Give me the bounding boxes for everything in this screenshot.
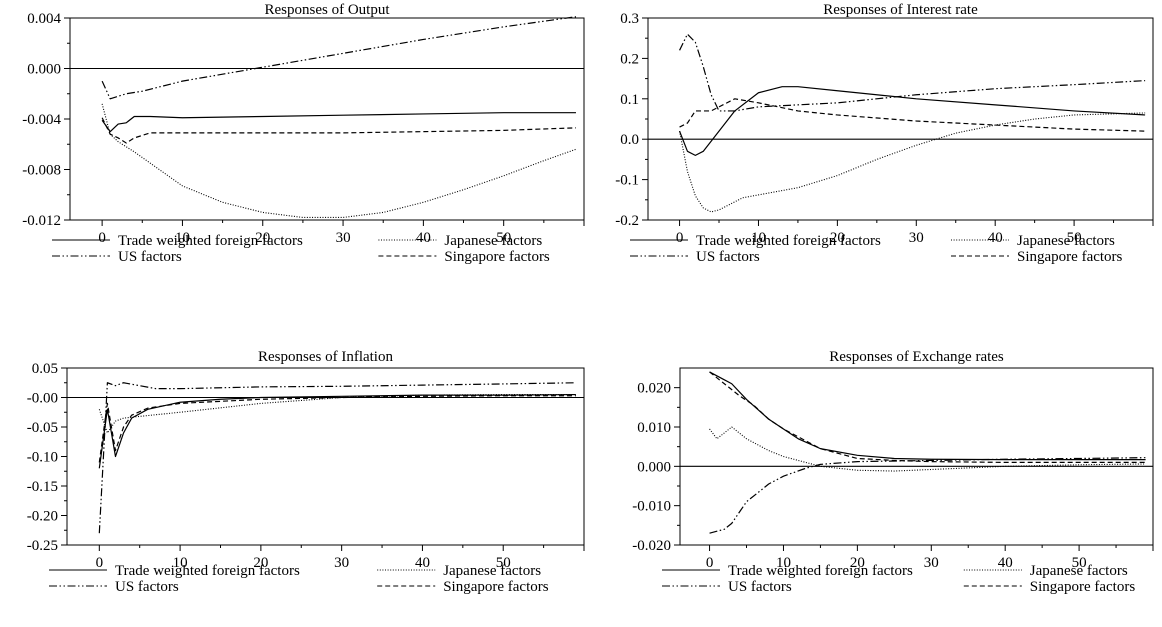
x-tick-label: 0 bbox=[706, 555, 714, 571]
y-tick-label: 0.05 bbox=[32, 361, 58, 377]
y-tick-label: 0.3 bbox=[620, 11, 639, 27]
series-line-dashdot bbox=[101, 16, 577, 100]
x-tick-label: 50 bbox=[1072, 555, 1087, 571]
y-tick-label: -0.05 bbox=[27, 420, 58, 436]
x-tick-label: 50 bbox=[1067, 230, 1082, 246]
series-line-dashdot bbox=[679, 33, 1146, 112]
y-tick-label: -0.10 bbox=[27, 450, 58, 466]
x-tick-label: 10 bbox=[173, 555, 188, 571]
x-tick-label: 20 bbox=[253, 555, 268, 571]
x-tick-label: 40 bbox=[988, 230, 1003, 246]
legend-label: Japanese factors bbox=[1017, 233, 1115, 249]
legend-label: Trade weighted foreign factors bbox=[728, 563, 913, 579]
legend-label: Trade weighted foreign factors bbox=[696, 233, 881, 249]
plot-frame bbox=[69, 17, 585, 221]
chart-panel-1: Responses of Output -0.012 -0.008 -0.004 0.0… bbox=[22, 2, 585, 265]
plot-frame bbox=[647, 17, 1154, 221]
series-line-dotted bbox=[679, 112, 1146, 213]
chart-panel-4: Responses of Exchange rates -0.020 -0.010 0… bbox=[632, 349, 1154, 595]
y-tick-label: 0.000 bbox=[27, 62, 61, 78]
legend-label: US factors bbox=[696, 249, 760, 265]
chart-title: Responses of Output bbox=[265, 2, 391, 18]
series-line-dotted bbox=[709, 426, 1146, 472]
y-tick-label: -0.004 bbox=[22, 112, 61, 128]
series-line-solid bbox=[679, 86, 1146, 156]
series-line-solid bbox=[101, 112, 576, 133]
x-tick-label: 0 bbox=[96, 555, 104, 571]
legend-label: Singapore factors bbox=[1017, 249, 1123, 265]
series-line-dotted bbox=[101, 103, 577, 219]
y-tick-label: 0.2 bbox=[620, 51, 639, 67]
legend-label: US factors bbox=[115, 579, 179, 595]
y-tick-label: 0.010 bbox=[637, 420, 671, 436]
series-line-solid bbox=[98, 393, 576, 469]
y-tick-label: 0.0 bbox=[620, 132, 639, 148]
series-line-dashdot bbox=[709, 457, 1146, 534]
x-tick-label: 40 bbox=[416, 230, 431, 246]
y-tick-label: -0.020 bbox=[632, 538, 671, 554]
x-tick-label: 40 bbox=[998, 555, 1013, 571]
chart-panel-2: Responses of Interest rate -0.2 -0.1 0.0 0.1… bbox=[615, 2, 1154, 265]
legend-label: Singapore factors bbox=[444, 249, 550, 265]
plot-frame bbox=[679, 367, 1154, 546]
y-tick-label: -0.25 bbox=[27, 538, 58, 554]
y-tick-label: -0.008 bbox=[22, 163, 61, 179]
x-tick-label: 50 bbox=[496, 230, 511, 246]
legend-label: Singapore factors bbox=[1030, 579, 1136, 595]
legend-label: Japanese factors bbox=[443, 563, 541, 579]
legend: Trade weighted foreign factors Japanese f… bbox=[49, 563, 549, 595]
y-tick-label: 0.000 bbox=[637, 459, 671, 475]
x-tick-label: 30 bbox=[334, 555, 349, 571]
x-tick-label: 10 bbox=[776, 555, 791, 571]
y-tick-label: -0.1 bbox=[615, 173, 639, 189]
x-tick-label: 0 bbox=[98, 230, 106, 246]
y-tick-label: -0.010 bbox=[632, 499, 671, 515]
chart-title: Responses of Exchange rates bbox=[829, 349, 1004, 365]
series-line-dashed bbox=[98, 395, 576, 463]
legend-label: Japanese factors bbox=[1030, 563, 1128, 579]
x-tick-label: 40 bbox=[415, 555, 430, 571]
x-tick-label: 50 bbox=[496, 555, 511, 571]
x-tick-label: 20 bbox=[850, 555, 865, 571]
series-line-dashed bbox=[679, 98, 1146, 132]
y-tick-label: -0.012 bbox=[22, 213, 61, 229]
x-tick-label: 30 bbox=[909, 230, 924, 246]
legend-label: Japanese factors bbox=[444, 233, 542, 249]
series-line-solid bbox=[709, 371, 1146, 461]
legend-label: Trade weighted foreign factors bbox=[118, 233, 303, 249]
y-tick-label: -0.00 bbox=[27, 391, 58, 407]
x-tick-label: 10 bbox=[175, 230, 190, 246]
chart-panel-3: Responses of Inflation -0.25 -0.20 -0.15 -0.… bbox=[27, 349, 585, 595]
legend: Trade weighted foreign factors Japanese f… bbox=[630, 233, 1123, 265]
series-line-dashed bbox=[709, 371, 1146, 463]
legend: Trade weighted foreign factors Japanese f… bbox=[52, 233, 550, 265]
legend-label: US factors bbox=[728, 579, 792, 595]
legend: Trade weighted foreign factors Japanese f… bbox=[662, 563, 1135, 595]
chart-title: Responses of Interest rate bbox=[823, 2, 978, 18]
x-tick-label: 0 bbox=[676, 230, 684, 246]
y-tick-label: -0.20 bbox=[27, 509, 58, 525]
y-tick-label: 0.004 bbox=[27, 11, 61, 27]
x-tick-label: 30 bbox=[336, 230, 351, 246]
y-tick-label: 0.1 bbox=[620, 92, 639, 108]
x-tick-label: 30 bbox=[924, 555, 939, 571]
x-tick-label: 10 bbox=[751, 230, 766, 246]
y-tick-label: 0.020 bbox=[637, 381, 671, 397]
legend-label: US factors bbox=[118, 249, 182, 265]
y-tick-label: -0.2 bbox=[615, 213, 639, 229]
chart-title: Responses of Inflation bbox=[258, 349, 393, 365]
x-tick-label: 20 bbox=[255, 230, 270, 246]
legend-label: Singapore factors bbox=[443, 579, 549, 595]
y-tick-label: -0.15 bbox=[27, 479, 58, 495]
legend-label: Trade weighted foreign factors bbox=[115, 563, 300, 579]
series-line-dotted bbox=[98, 394, 576, 434]
series-line-dashed bbox=[101, 117, 576, 144]
x-tick-label: 20 bbox=[830, 230, 845, 246]
